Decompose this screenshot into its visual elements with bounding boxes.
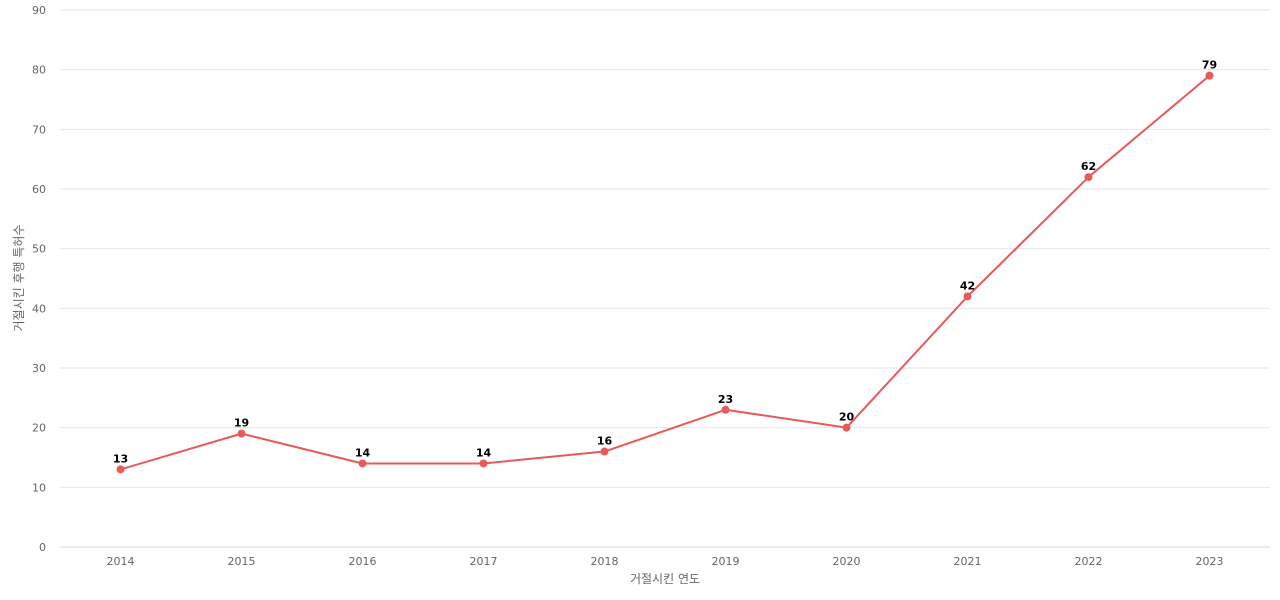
x-tick-label: 2023 bbox=[1196, 555, 1224, 568]
x-tick-label: 2018 bbox=[591, 555, 619, 568]
data-label: 62 bbox=[1081, 160, 1096, 173]
data-point[interactable] bbox=[116, 465, 125, 474]
x-tick-label: 2016 bbox=[349, 555, 377, 568]
y-tick-label: 0 bbox=[39, 541, 46, 554]
data-labels: 13 19 14 14 16 23 20 42 62 79 bbox=[113, 59, 1217, 466]
x-axis-title: 거절시킨 연도 bbox=[630, 572, 700, 586]
series-line bbox=[120, 74, 1211, 471]
data-label: 20 bbox=[839, 411, 855, 424]
y-tick-label: 20 bbox=[32, 422, 46, 435]
data-label: 23 bbox=[718, 393, 733, 406]
y-axis-title: 거절시킨 후행 특허수 bbox=[11, 225, 26, 332]
y-tick-label: 30 bbox=[32, 362, 46, 375]
x-tick-label: 2020 bbox=[833, 555, 861, 568]
x-tick-label: 2017 bbox=[470, 555, 498, 568]
data-label: 42 bbox=[960, 279, 975, 292]
data-label: 79 bbox=[1202, 59, 1217, 72]
x-tick-label: 2021 bbox=[954, 555, 982, 568]
data-label: 14 bbox=[355, 446, 371, 459]
data-point[interactable] bbox=[600, 447, 609, 456]
series-line-group bbox=[120, 74, 1211, 471]
grid-lines bbox=[60, 9, 1270, 548]
data-label: 19 bbox=[234, 417, 249, 430]
y-tick-label: 50 bbox=[32, 243, 46, 256]
y-tick-label: 10 bbox=[32, 481, 46, 494]
data-points bbox=[116, 71, 1214, 474]
data-point[interactable] bbox=[842, 423, 851, 432]
y-tick-label: 90 bbox=[32, 4, 46, 17]
data-point[interactable] bbox=[237, 429, 246, 438]
x-tick-label: 2019 bbox=[712, 555, 740, 568]
y-axis-ticks: 0 10 20 30 40 50 60 70 80 90 bbox=[32, 4, 46, 554]
x-axis-ticks: 2014 2015 2016 2017 2018 2019 2020 2021 2022 2023 bbox=[107, 555, 1224, 568]
data-point[interactable] bbox=[479, 459, 488, 468]
data-point[interactable] bbox=[1084, 173, 1093, 182]
x-tick-label: 2014 bbox=[107, 555, 135, 568]
data-point[interactable] bbox=[963, 292, 972, 301]
x-tick-label: 2022 bbox=[1075, 555, 1103, 568]
y-tick-label: 60 bbox=[32, 183, 46, 196]
data-point[interactable] bbox=[1205, 71, 1214, 80]
data-point[interactable] bbox=[358, 459, 367, 468]
y-tick-label: 70 bbox=[32, 123, 46, 136]
data-point[interactable] bbox=[721, 405, 730, 414]
x-tick-label: 2015 bbox=[228, 555, 256, 568]
data-label: 13 bbox=[113, 452, 128, 465]
data-label: 14 bbox=[476, 446, 492, 459]
y-tick-label: 80 bbox=[32, 64, 46, 77]
data-label: 16 bbox=[597, 435, 613, 448]
y-tick-label: 40 bbox=[32, 302, 46, 315]
